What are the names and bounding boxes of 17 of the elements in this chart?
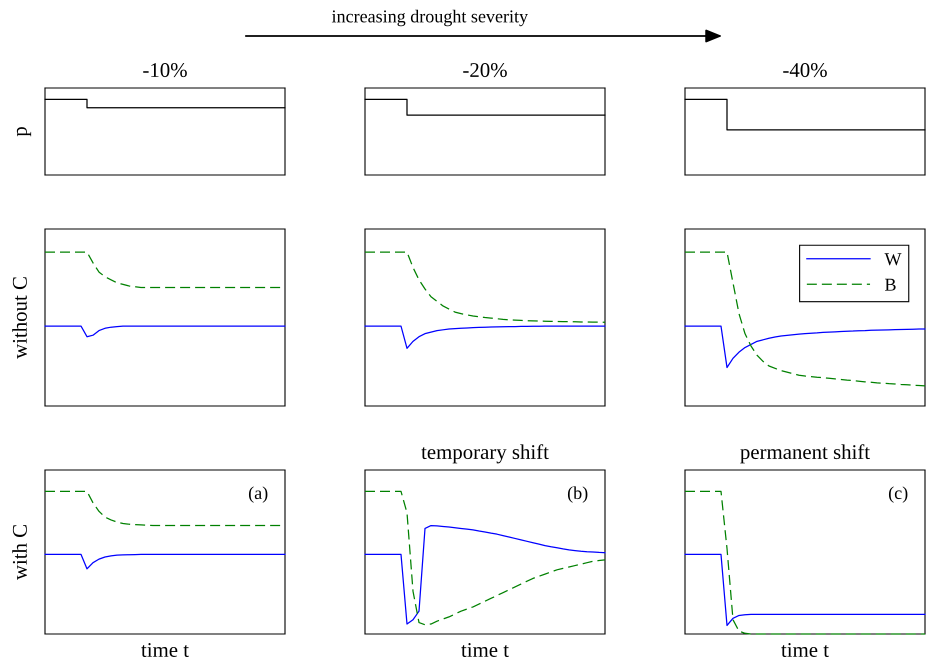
y-axis-title: with C <box>12 525 27 580</box>
chart-title: temporary shift <box>421 444 549 464</box>
annotation: (a) <box>248 486 268 503</box>
x-axis-title: time t <box>461 642 509 657</box>
y-axis-title: p <box>16 127 32 136</box>
annotation: (c) <box>888 486 908 503</box>
chart-title: permanent shift <box>740 444 870 464</box>
annotation: (b) <box>568 486 588 503</box>
x-axis-title: time t <box>141 642 189 657</box>
y-axis-title: without C <box>12 277 27 359</box>
chart-subtitle: -20% <box>463 63 507 78</box>
legend-label: B <box>885 278 896 291</box>
x-axis-title: time t <box>781 642 829 657</box>
chart-subtitle: -10% <box>143 63 187 78</box>
chart-title: increasing drought severity <box>332 10 528 26</box>
legend-label: W <box>884 253 902 266</box>
chart-subtitle: -40% <box>783 63 827 78</box>
